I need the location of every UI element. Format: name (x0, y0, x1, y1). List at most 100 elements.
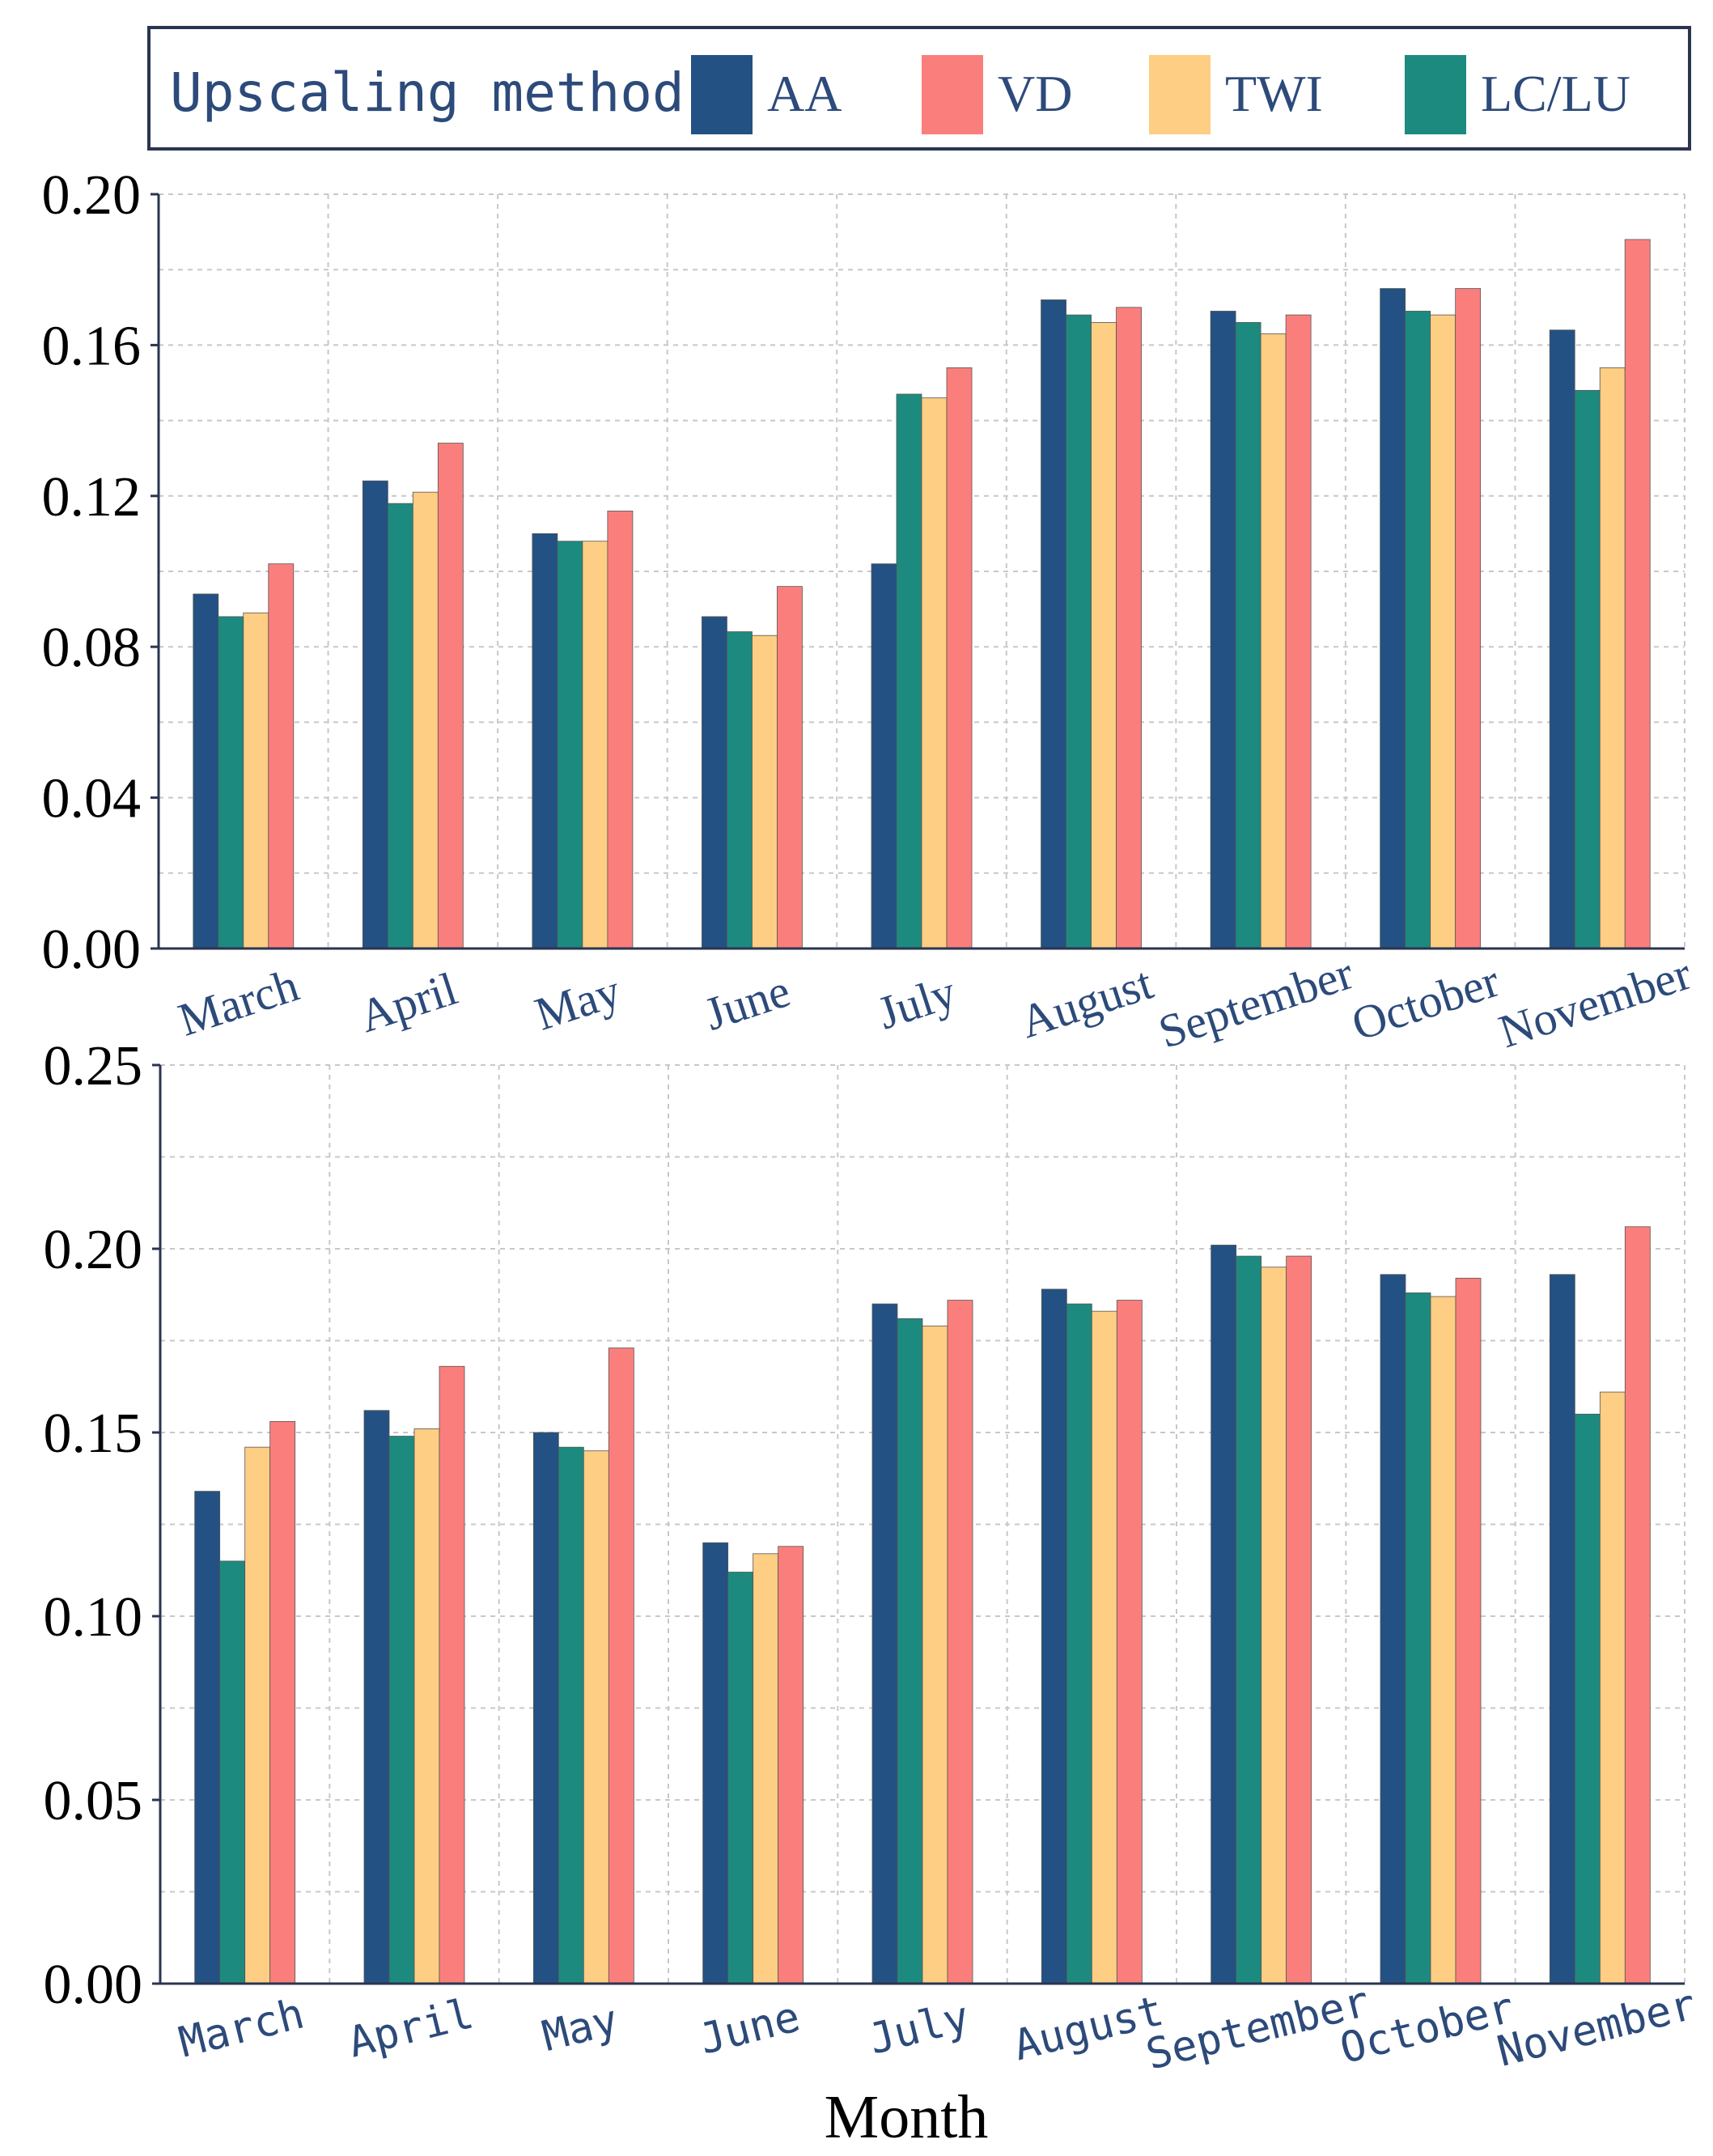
legend-title: Upscaling method (170, 62, 685, 124)
bar-aa-march (194, 1491, 221, 1984)
y-tick-label: 0.00 (44, 1954, 143, 2016)
bar-twi-august (1091, 322, 1117, 949)
bar-group-august (1041, 1288, 1143, 1984)
bar-vd-april (437, 443, 464, 949)
x-tick-label-march: March (174, 1989, 308, 2067)
bar-twi-september (1261, 1267, 1287, 1984)
bar-lc-lu-october (1405, 1292, 1431, 1984)
bar-twi-july (921, 397, 948, 949)
bar-vd-july (947, 1300, 973, 1984)
bar-vd-april (439, 1365, 465, 1984)
x-tick-label-march: March (172, 958, 305, 1046)
bar-vd-july (946, 367, 973, 949)
bar-group-july (871, 1300, 973, 1984)
bar-aa-may (532, 533, 558, 949)
x-tick-label-october: October (1346, 954, 1506, 1051)
bar-lc-lu-august (1066, 314, 1092, 949)
x-tick-label-november: November (1493, 947, 1698, 1058)
legend-label-aa: AA (767, 65, 842, 122)
x-tick-label-august: August (1014, 957, 1159, 1049)
bar-group-october (1380, 1274, 1482, 1984)
bar-vd-november (1624, 1226, 1651, 1984)
bar-vd-september (1286, 1255, 1312, 1984)
x-tick-label-september: September (1152, 946, 1359, 1058)
bar-group-june (702, 586, 803, 949)
x-tick-label-august: August (1009, 1987, 1168, 2071)
bar-group-july (871, 367, 973, 949)
bar-aa-july (871, 563, 897, 949)
x-tick-label-april: April (344, 1989, 478, 2067)
bar-lc-lu-june (727, 631, 753, 949)
bar-aa-august (1041, 1288, 1067, 1984)
y-tick-label: 0.25 (44, 1035, 143, 1097)
y-tick-label: 0.15 (44, 1403, 143, 1465)
bar-aa-april (362, 480, 388, 949)
bar-vd-june (777, 586, 803, 949)
legend-swatch-twi (1149, 55, 1211, 134)
bar-group-june (702, 1542, 804, 1984)
y-tick-label: 0.10 (44, 1586, 143, 1649)
bar-group-september (1210, 311, 1312, 949)
bar-twi-march (243, 612, 269, 949)
bar-vd-august (1116, 307, 1142, 949)
bar-aa-april (363, 1410, 390, 1984)
bar-aa-november (1549, 329, 1575, 949)
bar-aa-may (532, 1432, 559, 1984)
bar-lc-lu-march (219, 1560, 246, 1984)
y-tick-label: 0.00 (42, 919, 142, 981)
x-tick-label-april: April (353, 962, 464, 1043)
bar-group-may (532, 1348, 634, 1984)
bar-lc-lu-march (218, 616, 244, 949)
bar-group-september (1211, 1245, 1312, 1984)
bar-twi-june (752, 634, 778, 949)
bar-group-march (194, 1420, 296, 1984)
bar-group-october (1380, 288, 1482, 949)
bar-lc-lu-june (727, 1572, 754, 1984)
bar-lc-lu-may (557, 541, 583, 949)
bar-group-march (193, 563, 295, 949)
bar-aa-november (1549, 1274, 1575, 1984)
x-tick-label-november: November (1492, 1980, 1701, 2077)
bar-lc-lu-september (1236, 1255, 1262, 1984)
legend-swatch-vd (922, 55, 983, 134)
bar-aa-september (1211, 1245, 1237, 1984)
x-tick-label-june: June (698, 964, 796, 1041)
legend: Upscaling method AA VD TWI LC/LU (147, 26, 1691, 151)
bar-lc-lu-april (387, 503, 413, 949)
bar-vd-june (778, 1546, 804, 1984)
bar-group-april (363, 1365, 465, 1984)
bar-aa-october (1380, 288, 1406, 949)
x-tick-label-may: May (537, 1996, 623, 2061)
bar-vd-may (608, 1348, 634, 1984)
bar-lc-lu-november (1574, 1413, 1601, 1984)
bar-lc-lu-may (558, 1446, 584, 1984)
bar-vd-march (269, 1420, 296, 1984)
bar-group-august (1041, 299, 1142, 949)
bar-group-november (1549, 239, 1651, 949)
bar-lc-lu-july (897, 1318, 923, 1984)
bar-twi-november (1599, 1391, 1626, 1984)
bar-twi-may (582, 541, 608, 949)
y-tick-label: 0.04 (42, 768, 142, 830)
bar-aa-june (702, 616, 727, 949)
bar-twi-july (922, 1325, 948, 1984)
x-axis-title: Month (825, 2083, 989, 2151)
legend-label-lc-lu: LC/LU (1481, 65, 1630, 122)
bar-aa-september (1210, 311, 1236, 949)
legend-label-vd: VD (998, 65, 1072, 122)
bar-twi-june (753, 1553, 779, 1984)
legend-item-aa: AA (691, 55, 842, 134)
bar-group-may (532, 511, 634, 949)
y-tick-label: 0.08 (42, 617, 142, 679)
bar-aa-july (871, 1303, 898, 1984)
bar-aa-august (1041, 299, 1066, 949)
bar-aa-march (193, 593, 219, 949)
bar-group-november (1549, 1226, 1651, 1984)
y-tick-label: 0.20 (42, 164, 142, 227)
bar-lc-lu-august (1066, 1303, 1092, 1984)
legend-label-twi: TWI (1225, 65, 1323, 122)
bar-aa-october (1380, 1274, 1406, 1984)
bar-vd-october (1455, 288, 1482, 949)
legend-item-twi: TWI (1149, 55, 1323, 134)
